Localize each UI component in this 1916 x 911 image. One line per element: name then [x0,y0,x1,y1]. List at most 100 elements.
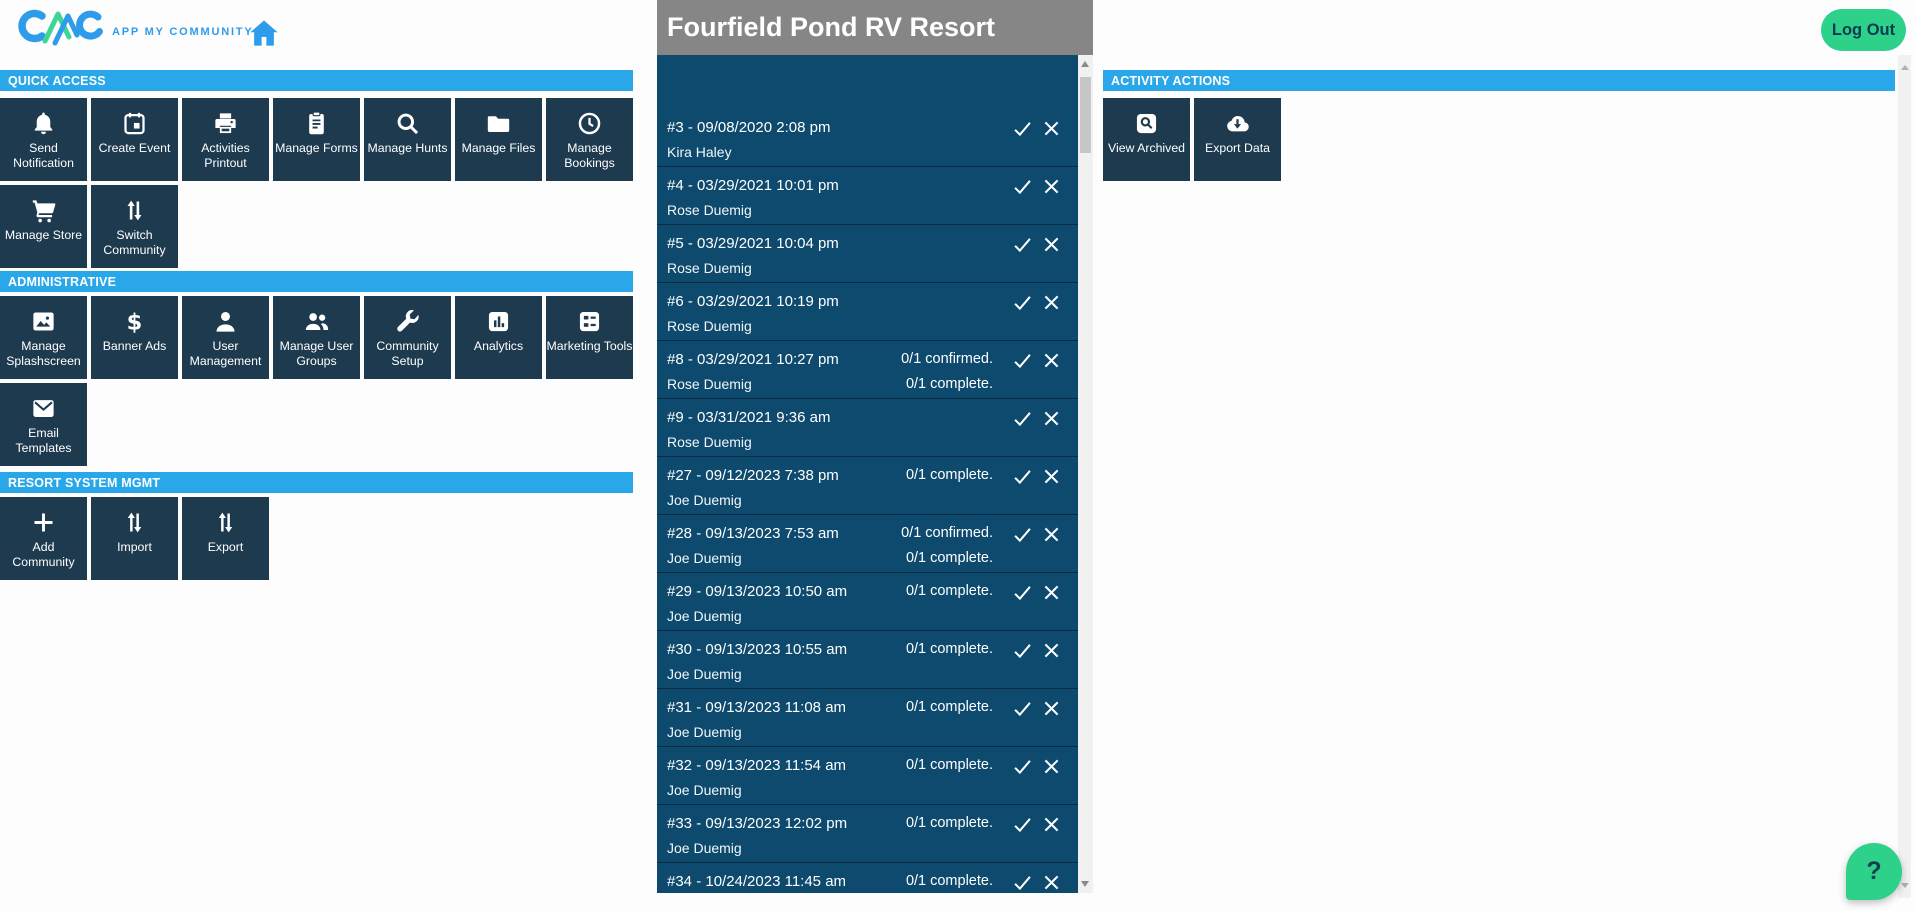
activity-list-scrollbar[interactable] [1078,55,1093,893]
activity-row[interactable]: #31 - 09/13/2023 11:08 am Joe Duemig 0/1… [657,689,1078,747]
page-scroll-up-icon[interactable] [1900,65,1909,70]
logout-button[interactable]: Log Out [1821,9,1906,51]
dollar-icon: $ [121,306,148,336]
tile-community-setup[interactable]: Community Setup [364,296,451,379]
import-export-arrows-icon [121,507,148,537]
delete-x-icon[interactable] [1039,698,1063,719]
tile-banner-ads[interactable]: $ Banner Ads [91,296,178,379]
tile-send-notification[interactable]: Send Notification [0,98,87,181]
delete-x-icon[interactable] [1039,118,1063,139]
tile-view-archived[interactable]: View Archived [1103,98,1190,181]
activity-status-line1: 0/1 confirmed. [901,351,993,367]
confirm-check-icon[interactable] [1010,292,1034,313]
confirm-check-icon[interactable] [1010,234,1034,255]
tile-export-data[interactable]: Export Data [1194,98,1281,181]
activity-row[interactable]: #29 - 09/13/2023 10:50 am Joe Duemig 0/1… [657,573,1078,631]
delete-x-icon[interactable] [1039,756,1063,777]
activity-row[interactable]: #3 - 09/08/2020 2:08 pm Kira Haley [657,109,1078,167]
tile-manage-forms[interactable]: Manage Forms [273,98,360,181]
activity-status-line1: 0/1 confirmed. [901,525,993,541]
confirm-check-icon[interactable] [1010,756,1034,777]
delete-x-icon[interactable] [1039,176,1063,197]
delete-x-icon[interactable] [1039,640,1063,661]
wrench-icon [394,306,421,336]
tile-marketing-tools[interactable]: Marketing Tools [546,296,633,379]
scroll-up-icon[interactable] [1081,61,1089,67]
tile-analytics[interactable]: Analytics [455,296,542,379]
tile-manage-bookings[interactable]: Manage Bookings [546,98,633,181]
tile-label: Email Templates [15,426,72,455]
activity-user: Rose Duemig [667,434,752,450]
tile-manage-user-groups[interactable]: Manage User Groups [273,296,360,379]
page-scrollbar[interactable] [1898,55,1911,898]
confirm-check-icon[interactable] [1010,814,1034,835]
help-button[interactable]: ? [1846,843,1902,900]
activity-row[interactable]: #9 - 03/31/2021 9:36 am Rose Duemig [657,399,1078,457]
archive-search-icon [1133,108,1160,138]
activity-title: #6 - 03/29/2021 10:19 pm [667,293,839,310]
tile-label: Create Event [98,141,171,155]
activity-row[interactable]: #27 - 09/12/2023 7:38 pm Joe Duemig 0/1 … [657,457,1078,515]
delete-x-icon[interactable] [1039,466,1063,487]
tile-activities-printout[interactable]: Activities Printout [182,98,269,181]
confirm-check-icon[interactable] [1010,408,1034,429]
confirm-check-icon[interactable] [1010,872,1034,893]
tile-user-management[interactable]: User Management [182,296,269,379]
top-bar: APP MY COMMUNITY [0,0,633,55]
activity-row[interactable]: #34 - 10/24/2023 11:45 am 0/1 complete. [657,863,1078,893]
tile-export[interactable]: Export [182,497,269,580]
tile-add-community[interactable]: Add Community [0,497,87,580]
confirm-check-icon[interactable] [1010,582,1034,603]
section-title: ACTIVITY ACTIONS [1111,73,1231,88]
page-scroll-down-icon[interactable] [1900,883,1909,888]
activity-row[interactable]: #33 - 09/13/2023 12:02 pm Joe Duemig 0/1… [657,805,1078,863]
delete-x-icon[interactable] [1039,292,1063,313]
confirm-check-icon[interactable] [1010,176,1034,197]
tile-manage-splashscreen[interactable]: Manage Splashscreen [0,296,87,379]
delete-x-icon[interactable] [1039,582,1063,603]
tile-manage-files[interactable]: Manage Files [455,98,542,181]
activity-title: #31 - 09/13/2023 11:08 am [667,699,847,716]
bell-icon [30,108,57,138]
resort-system-tiles: Add Community Import Export [0,497,633,580]
activity-user: Rose Duemig [667,318,752,334]
delete-x-icon[interactable] [1039,814,1063,835]
activity-title: #33 - 09/13/2023 12:02 pm [667,815,848,832]
marketing-layout-icon [576,306,603,336]
home-icon[interactable] [247,17,281,49]
delete-x-icon[interactable] [1039,408,1063,429]
activity-list: #3 - 09/08/2020 2:08 pm Kira Haley [657,55,1093,893]
delete-x-icon[interactable] [1039,524,1063,545]
confirm-check-icon[interactable] [1010,466,1034,487]
confirm-check-icon[interactable] [1010,118,1034,139]
tile-switch-community[interactable]: Switch Community [91,185,178,268]
tile-create-event[interactable]: Create Event [91,98,178,181]
activity-row[interactable]: #6 - 03/29/2021 10:19 pm Rose Duemig [657,283,1078,341]
activity-user: Joe Duemig [667,840,742,856]
tile-label: Manage User Groups [279,339,354,368]
delete-x-icon[interactable] [1039,350,1063,371]
activity-row[interactable]: #28 - 09/13/2023 7:53 am Joe Duemig 0/1 … [657,515,1078,573]
activity-row[interactable]: #4 - 03/29/2021 10:01 pm Rose Duemig [657,167,1078,225]
activity-title: #4 - 03/29/2021 10:01 pm [667,177,839,194]
confirm-check-icon[interactable] [1010,524,1034,545]
activity-title: #27 - 09/12/2023 7:38 pm [667,467,839,484]
activity-status-line1: 0/1 complete. [905,699,993,715]
activity-row[interactable]: #32 - 09/13/2023 11:54 am Joe Duemig 0/1… [657,747,1078,805]
confirm-check-icon[interactable] [1010,640,1034,661]
delete-x-icon[interactable] [1039,872,1063,893]
activity-row[interactable]: #5 - 03/29/2021 10:04 pm Rose Duemig [657,225,1078,283]
scroll-down-icon[interactable] [1081,881,1089,887]
activity-row[interactable]: #30 - 09/13/2023 10:55 am Joe Duemig 0/1… [657,631,1078,689]
confirm-check-icon[interactable] [1010,698,1034,719]
scrollbar-thumb[interactable] [1080,77,1091,153]
activity-row[interactable]: #8 - 03/29/2021 10:27 pm Rose Duemig 0/1… [657,341,1078,399]
activity-action-tiles: View Archived Export Data [1103,98,1895,181]
delete-x-icon[interactable] [1039,234,1063,255]
confirm-check-icon[interactable] [1010,350,1034,371]
tile-manage-store[interactable]: Manage Store [0,185,87,268]
user-group-icon [303,306,330,336]
tile-manage-hunts[interactable]: Manage Hunts [364,98,451,181]
tile-import[interactable]: Import [91,497,178,580]
tile-email-templates[interactable]: Email Templates [0,383,87,466]
